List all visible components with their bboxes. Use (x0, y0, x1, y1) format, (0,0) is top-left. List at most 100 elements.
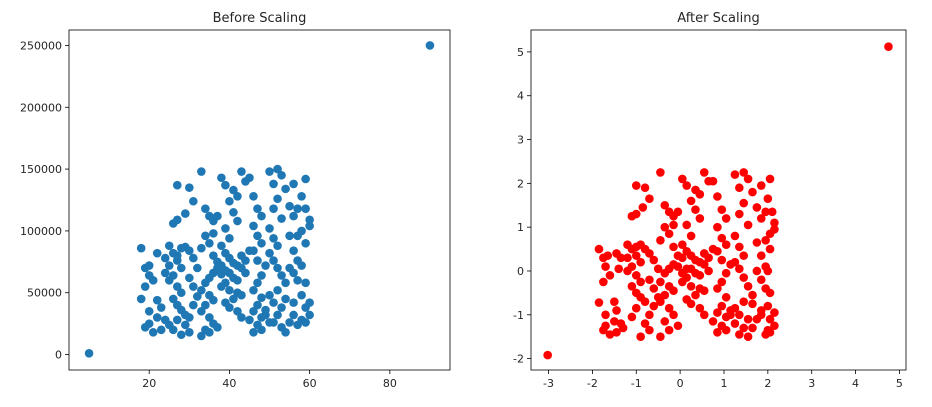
y-tick-label: 3 (517, 134, 524, 147)
scatter-point (660, 268, 670, 278)
scatter-point (225, 234, 234, 243)
scatter-point (748, 299, 757, 309)
scatter-point (425, 41, 435, 50)
scatter-point (735, 310, 744, 320)
x-tick-label: 20 (142, 377, 156, 390)
scatter-point (233, 216, 242, 226)
scatter-point (735, 264, 744, 274)
scatter-point (172, 251, 182, 260)
scatter-point (281, 327, 290, 337)
scatter-point (636, 257, 645, 267)
scatter-point (627, 282, 637, 291)
scatter-point (245, 315, 254, 325)
scatter-point (649, 255, 659, 265)
scatter-point (686, 282, 696, 291)
scatter-point (756, 275, 766, 285)
scatter-point (273, 241, 282, 251)
scatter-point (748, 290, 757, 300)
scatter-point (645, 310, 654, 320)
scatter-point (269, 179, 278, 189)
scatter-point (717, 233, 727, 243)
x-tick-label: 0 (677, 377, 684, 390)
x-tick-label: -1 (631, 377, 642, 390)
scatter-point (205, 238, 214, 248)
scatter-point (770, 308, 779, 317)
scatter-point (152, 248, 162, 258)
scatter-point (636, 332, 645, 342)
scatter-point (237, 290, 246, 300)
scatter-point (281, 278, 290, 288)
scatter-point (721, 325, 731, 335)
scatter-point (213, 263, 222, 273)
scatter-point (205, 327, 214, 337)
scatter-point (699, 249, 709, 258)
scatter-point (756, 181, 766, 190)
scatter-point (201, 300, 210, 310)
scatter-point (721, 240, 731, 249)
scatter-point (261, 261, 270, 270)
scatter-point (765, 174, 775, 184)
scatter-point (185, 327, 194, 337)
scatter-point (293, 204, 302, 213)
scatter-point (739, 273, 749, 282)
scatter-point (669, 220, 678, 230)
y-tick-label: 150000 (20, 163, 62, 176)
scatter-point (730, 319, 740, 328)
scatter-point (185, 273, 194, 283)
scatter-point (221, 266, 230, 275)
scatter-point (193, 263, 202, 273)
scatter-point (695, 303, 705, 313)
scatter-point (281, 184, 290, 194)
scatter-point (717, 205, 727, 214)
scatter-point (172, 180, 182, 190)
scatter-point (245, 173, 254, 183)
scatter-point (257, 271, 266, 280)
x-tick-label: -3 (543, 377, 554, 390)
scatter-point (721, 268, 731, 278)
scatter-point (664, 229, 674, 239)
scatter-point (297, 191, 306, 201)
scatter-point (640, 319, 650, 328)
scatter-point (201, 231, 210, 241)
scatter-point (616, 319, 626, 328)
scatter-point (614, 264, 624, 274)
scatter-point (225, 303, 234, 312)
scatter-point (713, 328, 722, 337)
scatter-point (189, 300, 198, 310)
y-tick-label: 100000 (20, 225, 62, 238)
scatter-point (656, 168, 665, 177)
scatter-point (603, 251, 613, 260)
scatter-point (189, 282, 198, 291)
scatter-point (265, 248, 274, 258)
scatter-point (257, 325, 266, 335)
plot-frame (68, 29, 451, 371)
x-tick-label: 1 (720, 377, 727, 390)
scatter-point (699, 260, 709, 269)
scatter-point (678, 253, 687, 263)
scatter-point (543, 350, 552, 360)
scatter-point (656, 297, 665, 306)
y-tick-label: 200000 (20, 101, 62, 114)
scatter-point (221, 180, 230, 190)
scatter-point (623, 253, 632, 263)
chart-title: After Scaling (677, 11, 759, 26)
scatter-point (638, 203, 648, 212)
scatter-point (233, 276, 242, 285)
scatter-point (249, 327, 258, 337)
scatter-point (277, 170, 286, 180)
scatter-point (599, 325, 608, 335)
scatter-point (265, 224, 274, 233)
scatter-point (233, 306, 242, 316)
scatter-point (213, 211, 222, 221)
scatter-point (301, 174, 310, 184)
scatter-point (289, 179, 298, 189)
scatter-point (739, 168, 749, 177)
scatter-point (735, 209, 744, 219)
scatter-point (699, 168, 709, 177)
scatter-point (273, 263, 282, 273)
scatter-point (301, 318, 310, 327)
scatter-point (743, 220, 753, 230)
scatter-point (730, 170, 740, 179)
chart-before-scaling: Before Scaling 20 40 60 80 0 50000 100000 150000… (20, 11, 451, 390)
